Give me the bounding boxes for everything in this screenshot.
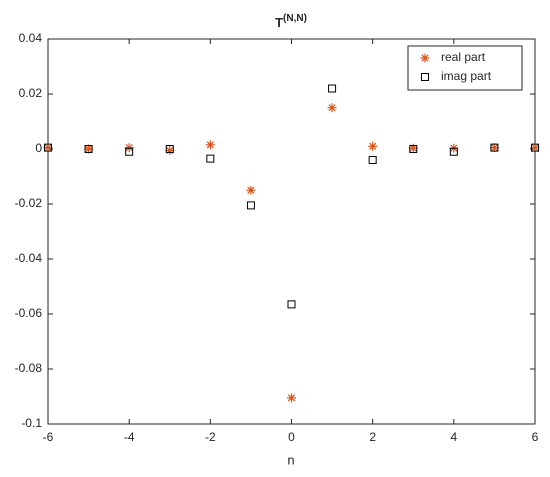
- point: [44, 143, 52, 152]
- y-tick-label: -0.02: [15, 196, 43, 210]
- point: [246, 201, 255, 210]
- point: [327, 103, 337, 113]
- point: [125, 147, 134, 156]
- point: [206, 154, 215, 163]
- legend-marker: [420, 53, 430, 63]
- marker-stroke: [247, 186, 255, 194]
- legend-label: real part: [441, 50, 486, 64]
- marker-stroke: [44, 144, 52, 152]
- x-tick-label: -2: [205, 430, 216, 444]
- marker-stroke: [409, 144, 417, 152]
- legend-label: imag part: [441, 69, 492, 83]
- x-tick-label: 0: [288, 430, 295, 444]
- y-tick-label: 0: [35, 141, 42, 155]
- x-tick-label: -4: [124, 430, 135, 444]
- title-superscript: (N,N): [283, 13, 307, 24]
- chart-title: T(N,N): [275, 13, 307, 31]
- marker-stroke: [490, 144, 499, 152]
- point: [531, 143, 539, 152]
- y-tick-label: 0.02: [19, 86, 43, 100]
- x-tick-label: 4: [450, 430, 457, 444]
- point: [287, 393, 296, 403]
- marker-stroke: [421, 54, 429, 62]
- marker-stroke: [206, 141, 214, 149]
- y-tick-label: 0.04: [19, 31, 43, 45]
- point: [287, 300, 296, 309]
- y-tick-label: -0.04: [15, 251, 43, 265]
- point: [246, 185, 256, 195]
- point: [328, 84, 337, 93]
- point: [165, 145, 174, 153]
- marker-stroke: [287, 394, 296, 402]
- x-tick-label: 6: [532, 430, 539, 444]
- x-tick-label: 2: [369, 430, 376, 444]
- title-base: T: [275, 15, 283, 30]
- point: [368, 156, 377, 164]
- marker-stroke: [84, 145, 93, 153]
- point: [368, 141, 378, 151]
- point: [124, 143, 134, 153]
- marker-stroke: [369, 142, 377, 150]
- legend-marker: [421, 73, 429, 81]
- x-tick-label: -6: [43, 430, 54, 444]
- y-tick-label: -0.08: [15, 361, 43, 375]
- point: [205, 140, 215, 150]
- marker-stroke: [531, 144, 539, 152]
- y-tick-label: -0.1: [21, 416, 42, 430]
- marker-stroke: [328, 104, 336, 112]
- y-tick-label: -0.06: [15, 306, 43, 320]
- point: [449, 147, 458, 156]
- point: [409, 145, 418, 153]
- point: [490, 143, 499, 152]
- marker-stroke: [125, 144, 133, 152]
- point: [84, 145, 93, 153]
- legend-box: [407, 45, 523, 91]
- x-axis-label: n: [287, 452, 294, 467]
